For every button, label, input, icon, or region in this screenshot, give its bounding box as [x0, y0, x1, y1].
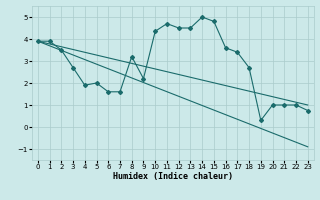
X-axis label: Humidex (Indice chaleur): Humidex (Indice chaleur): [113, 172, 233, 181]
